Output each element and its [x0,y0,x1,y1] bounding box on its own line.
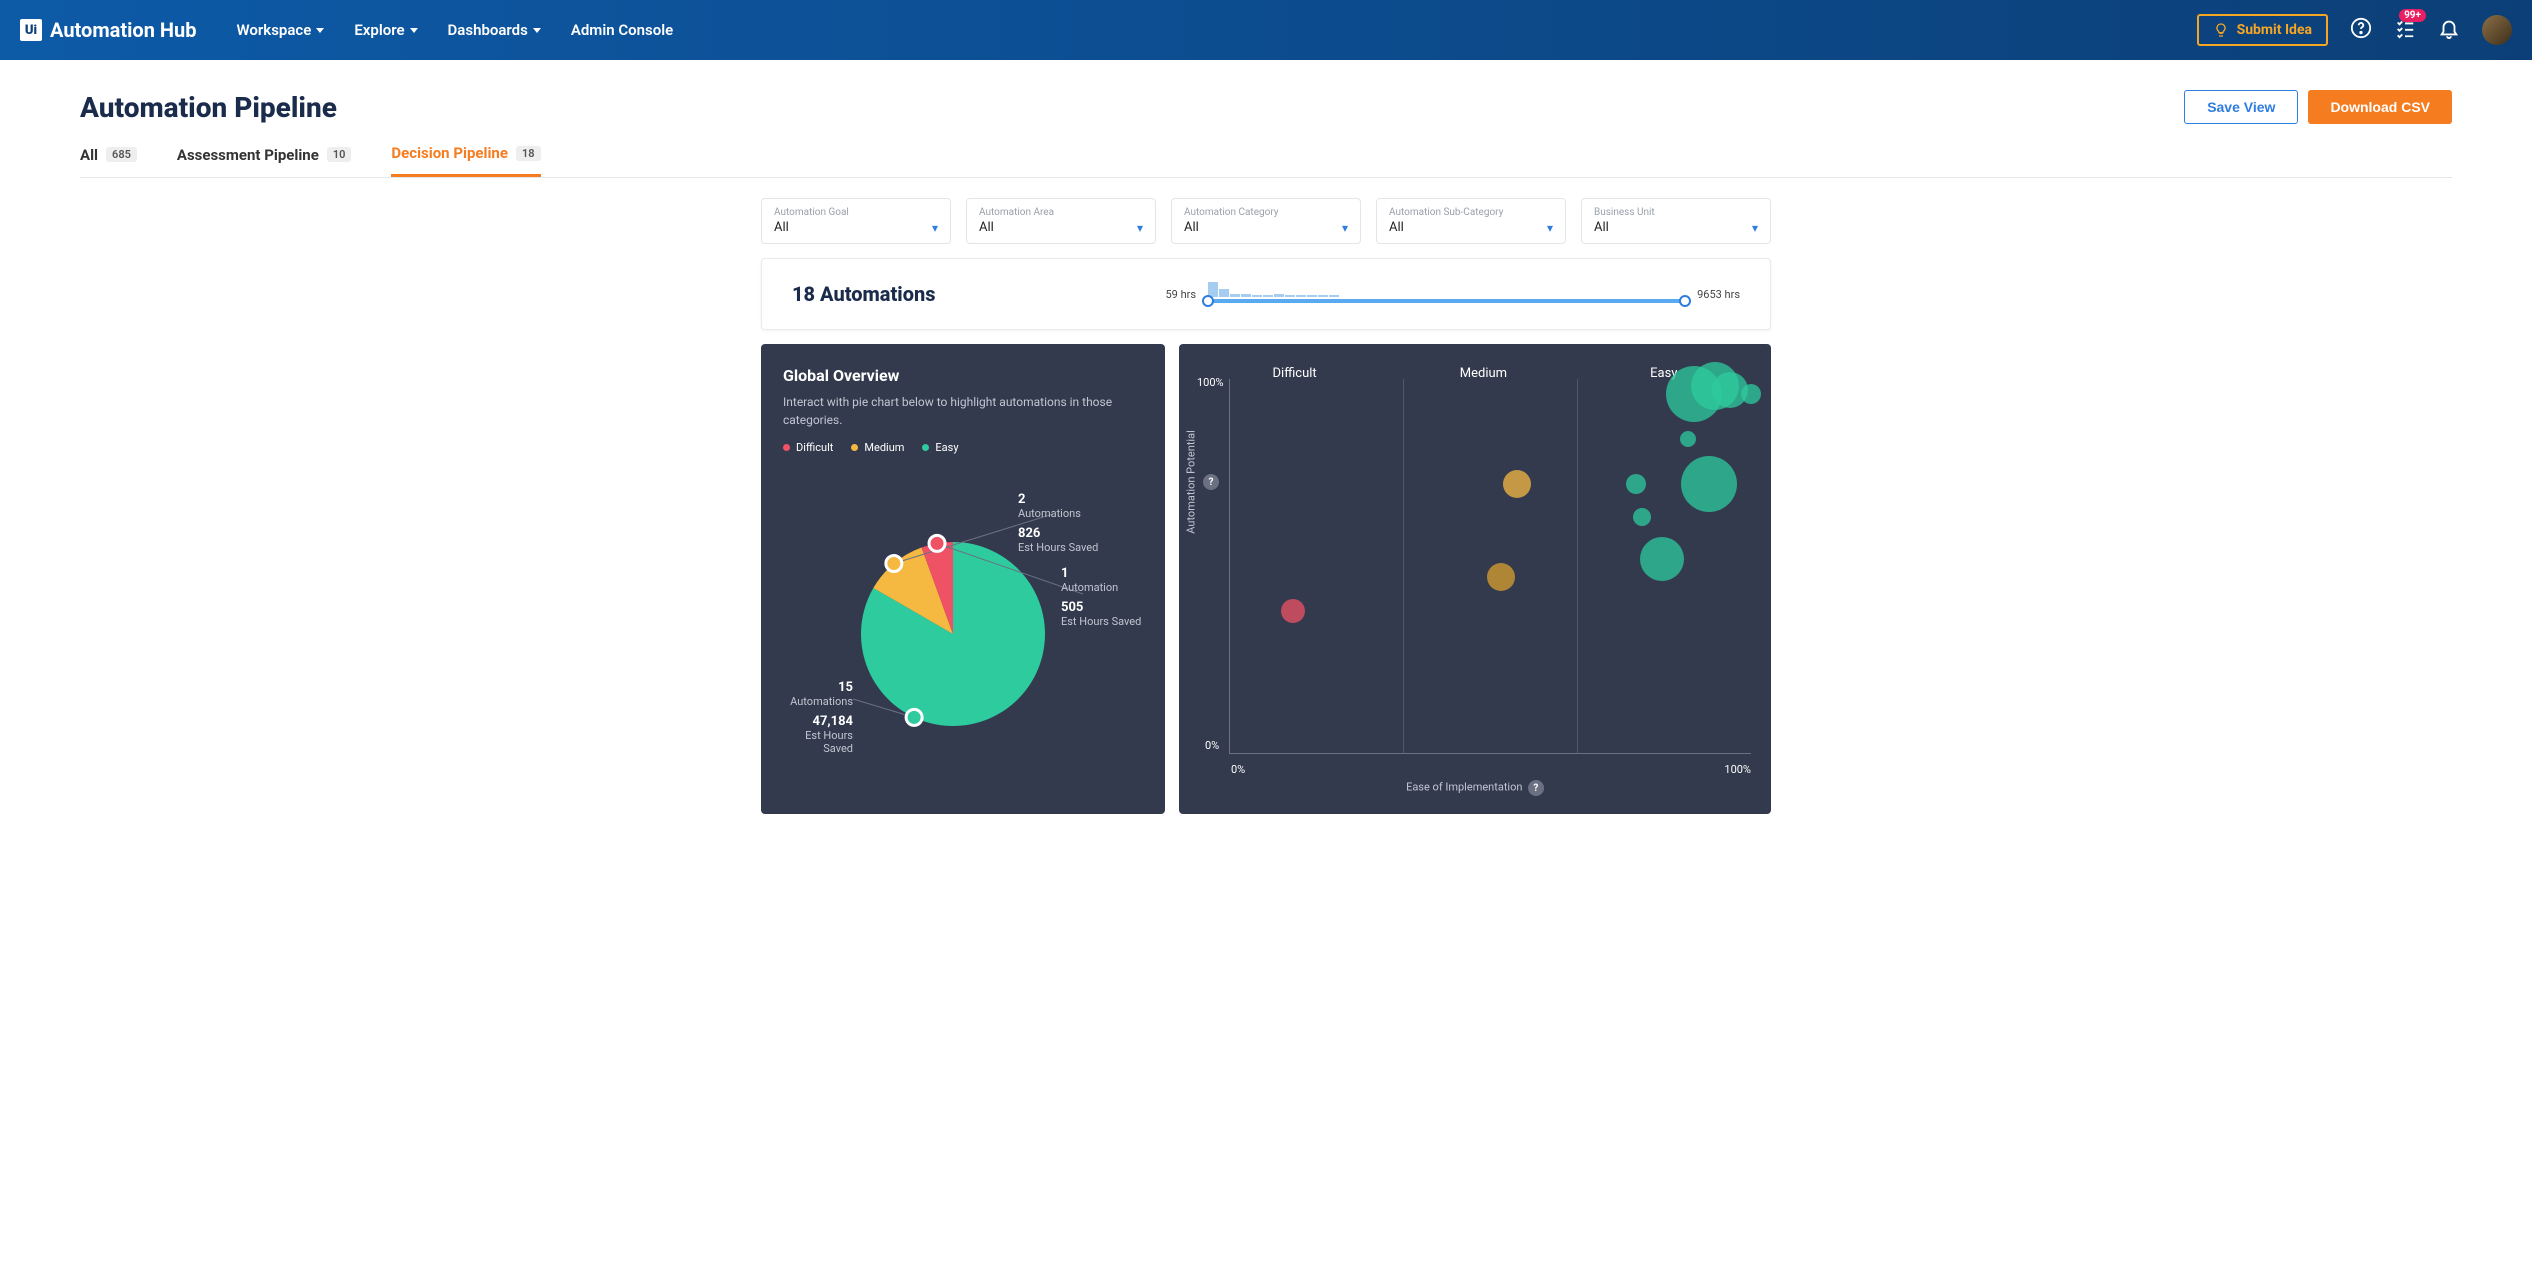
overview-title: Global Overview [783,366,1143,385]
callout-easy: 15 Automations 47,184 Est Hours Saved [783,680,853,755]
chevron-down-icon [410,28,418,33]
filter-goal[interactable]: Automation Goal All ▾ [761,198,951,244]
notifications-button[interactable] [2438,17,2460,43]
chevron-down-icon: ▾ [1137,221,1143,235]
scatter-plot[interactable] [1229,379,1751,754]
chevron-down-icon [533,28,541,33]
filter-business-unit[interactable]: Business Unit All ▾ [1581,198,1771,244]
scatter-bubble[interactable] [1741,384,1761,404]
filters-row: Automation Goal All ▾ Automation Area Al… [761,198,1771,244]
y-axis-label: Automation Potential [1185,430,1198,534]
dashboard-row: Global Overview Interact with pie chart … [761,344,1771,814]
tasks-badge: 99+ [2399,9,2426,22]
filter-subcategory[interactable]: Automation Sub-Category All ▾ [1376,198,1566,244]
legend-medium[interactable]: Medium [851,441,904,454]
scatter-bubble[interactable] [1633,508,1651,526]
overview-card: Global Overview Interact with pie chart … [761,344,1165,814]
x-axis-label: Ease of Implementation ? [1406,780,1544,796]
product-name: Automation Hub [50,18,196,42]
filter-category[interactable]: Automation Category All ▾ [1171,198,1361,244]
scatter-bubble[interactable] [1681,456,1737,512]
nav-dashboards[interactable]: Dashboards [448,21,541,39]
callout-difficult: 1 Automation 505 Est Hours Saved [1061,566,1141,628]
legend-easy[interactable]: Easy [922,441,958,454]
chevron-down-icon: ▾ [1547,221,1553,235]
tab-assessment-count: 10 [327,147,352,162]
legend-difficult[interactable]: Difficult [783,441,833,454]
scatter-bubble[interactable] [1487,563,1515,591]
chevron-down-icon: ▾ [1342,221,1348,235]
save-view-button[interactable]: Save View [2184,90,2298,124]
scatter-bubble[interactable] [1626,474,1646,494]
submit-idea-label: Submit Idea [2237,22,2312,38]
logo[interactable]: Ui Automation Hub [20,18,196,42]
tasks-button[interactable]: 99+ [2394,17,2416,43]
help-icon[interactable]: ? [1528,780,1544,796]
download-csv-button[interactable]: Download CSV [2308,90,2452,124]
chevron-down-icon: ▾ [1752,221,1758,235]
overview-subtitle: Interact with pie chart below to highlig… [783,393,1143,429]
scatter-card: Difficult Medium Easy 100% 0% 0% 100% Au… [1179,344,1771,814]
filter-area[interactable]: Automation Area All ▾ [966,198,1156,244]
range-max: 9653 hrs [1697,288,1740,301]
top-nav: Workspace Explore Dashboards Admin Conso… [236,21,673,39]
tabs: All685 Assessment Pipeline10 Decision Pi… [80,134,2452,178]
scatter-bubble[interactable] [1281,599,1305,623]
pie-chart[interactable]: 2 Automations 826 Est Hours Saved 1 Auto… [783,474,1143,774]
x-tick-100: 100% [1724,763,1751,776]
legend: Difficult Medium Easy [783,441,1143,454]
tab-decision-count: 18 [516,146,541,161]
lightbulb-icon [2213,22,2229,38]
callout-medium: 2 Automations 826 Est Hours Saved [1018,492,1098,554]
logo-icon: Ui [20,19,42,41]
y-tick-100: 100% [1197,376,1224,389]
chevron-down-icon: ▾ [932,221,938,235]
topbar-right: Submit Idea 99+ [2197,14,2512,46]
tab-all-count: 685 [106,147,137,162]
nav-explore[interactable]: Explore [354,21,417,39]
range-min: 59 hrs [1165,288,1196,301]
tab-decision[interactable]: Decision Pipeline18 [391,144,540,177]
tab-assessment[interactable]: Assessment Pipeline10 [177,144,352,177]
help-button[interactable] [2350,17,2372,43]
submit-idea-button[interactable]: Submit Idea [2197,14,2328,46]
page-header: Automation Pipeline Save View Download C… [80,60,2452,134]
scatter-bubble[interactable] [1503,470,1531,498]
page-title: Automation Pipeline [80,91,337,124]
nav-admin[interactable]: Admin Console [571,21,673,39]
nav-workspace[interactable]: Workspace [236,21,324,39]
automations-count: 18 Automations [792,282,935,306]
stats-bar: 18 Automations 59 hrs 9653 hrs [761,258,1771,330]
avatar[interactable] [2482,15,2512,45]
hours-range[interactable]: 59 hrs 9653 hrs [1165,277,1740,311]
y-tick-0: 0% [1205,739,1219,752]
scatter-bubble[interactable] [1640,537,1684,581]
scatter-bubble[interactable] [1680,431,1696,447]
chevron-down-icon [316,28,324,33]
x-tick-0: 0% [1231,763,1245,776]
tab-all[interactable]: All685 [80,144,137,177]
help-icon[interactable]: ? [1203,474,1219,490]
topbar: Ui Automation Hub Workspace Explore Dash… [0,0,2532,60]
